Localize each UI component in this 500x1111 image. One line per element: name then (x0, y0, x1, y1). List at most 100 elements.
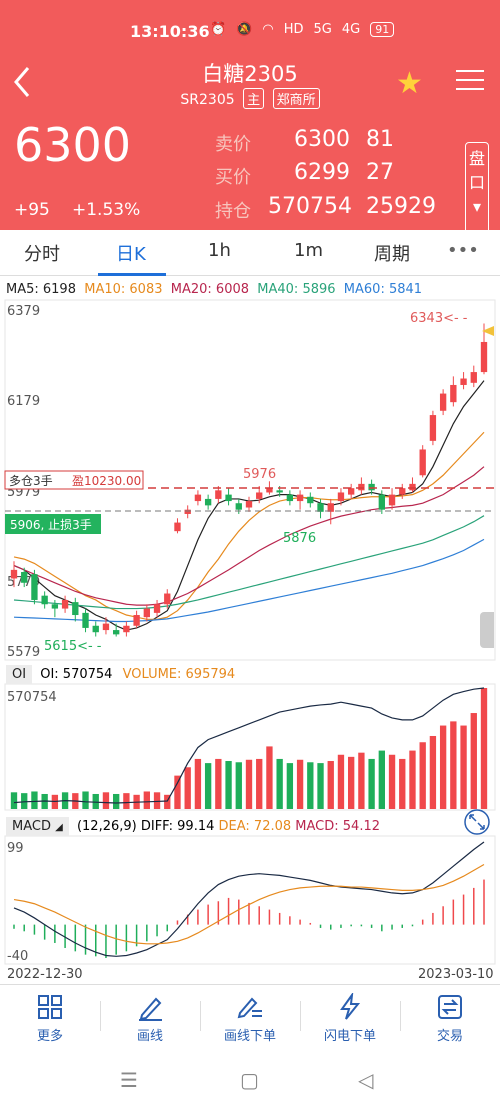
back-button[interactable] (10, 62, 40, 102)
home-icon[interactable]: ▢ (240, 1068, 259, 1092)
volume-bars (10, 688, 488, 809)
recent-apps-icon[interactable]: ☰ (120, 1068, 138, 1092)
menu-icon[interactable] (456, 70, 484, 97)
oi-indicator-tag[interactable]: OI (6, 665, 33, 684)
volume-bar (245, 759, 253, 809)
price-change: +95 (14, 200, 50, 220)
volume-bar (348, 756, 355, 809)
tab-daily[interactable]: 日K (116, 244, 146, 265)
main-contract-tag: 主 (243, 88, 265, 109)
volume-bar (194, 758, 202, 809)
macd-y-top: 99 (7, 841, 24, 856)
candle-body (174, 522, 181, 532)
tab-1m[interactable]: 1m (294, 240, 323, 261)
macd-indicator-tag[interactable]: MACD ◢ (6, 817, 69, 836)
volume-bar (164, 794, 171, 809)
stop-box[interactable] (5, 514, 101, 534)
back-nav-icon[interactable]: ◁ (358, 1068, 374, 1092)
macd-y-bottom: -40 (7, 949, 28, 964)
volume-bar (174, 775, 181, 809)
candle-body (460, 378, 467, 385)
candle-body (399, 488, 406, 495)
mute-icon: 🔕 (236, 22, 253, 37)
status-icons: ⏰ 🔕 ◠ HD 5G 4G 91 (210, 22, 395, 37)
candle-body (419, 449, 426, 476)
candle-body (72, 602, 79, 616)
quote-header: 白糖2305 SR2305 主 郑商所 ★ 6300 +95 +1.53% 卖价… (0, 52, 500, 260)
candle-body (266, 488, 273, 493)
trough-annotation: 5876 (283, 531, 316, 546)
macd-tag-label: MACD (12, 819, 51, 834)
volume-bar (184, 767, 191, 809)
oi-tag-label: OI (12, 667, 27, 682)
volume-bar (225, 761, 232, 809)
ma60-label: MA60: 5841 (343, 282, 423, 297)
price-change-pct: +1.53% (72, 200, 141, 220)
oi-panel-frame (4, 683, 496, 811)
nav-trade[interactable]: 交易 (400, 993, 500, 1044)
exchange-tag: 郑商所 (272, 88, 320, 109)
ask-price: 6300 (294, 127, 350, 152)
volume-bar (10, 792, 18, 809)
candle-body (225, 494, 232, 502)
candle-body (184, 509, 191, 514)
oi-line (13, 687, 485, 804)
candle-body (31, 574, 38, 600)
expand-icon[interactable] (464, 809, 490, 835)
volume-bar (439, 725, 447, 809)
candle-body (21, 572, 28, 583)
dropdown-triangle-icon: ◢ (55, 822, 63, 833)
volume-bar (317, 763, 324, 809)
nav-flash-order[interactable]: 闪电下单 (300, 993, 400, 1044)
candle-body (450, 384, 457, 403)
favorite-star-icon[interactable]: ★ (396, 66, 423, 101)
candle-body (82, 612, 89, 628)
ask-volume: 81 (366, 127, 394, 152)
nav-draw[interactable]: 画线 (100, 993, 200, 1044)
side-drawer-handle[interactable] (480, 612, 494, 648)
pen-icon (139, 997, 162, 1021)
volume-bar (153, 792, 161, 809)
nav-more[interactable]: 更多 (0, 993, 100, 1044)
more-tabs-icon[interactable]: ••• (447, 240, 479, 261)
kline-chart[interactable]: 6379 6179 5979 5779 5579 多仓3手 盈10230.00 … (0, 0, 500, 984)
diff-line (13, 841, 485, 957)
y-label-2: 6179 (7, 394, 40, 409)
nav-divider (300, 1001, 301, 1031)
candle-body (153, 604, 161, 613)
volume-bar (266, 746, 273, 809)
nav-draw-label: 画线 (136, 1029, 163, 1044)
profit-label: 盈10230.00 (72, 474, 141, 488)
volume-bar (204, 763, 212, 809)
bid-price: 6299 (294, 160, 350, 185)
candle-body (337, 492, 345, 502)
volume-bar (286, 763, 294, 809)
candle-body (245, 501, 253, 508)
candle-body (113, 630, 120, 635)
pen-order-icon (237, 997, 262, 1019)
ma-legend: MA5: 6198 MA10: 6083 MA20: 6008 MA40: 58… (6, 282, 422, 297)
macd-panel-frame (4, 835, 496, 965)
volume-bar (21, 793, 28, 809)
volume-bar (82, 791, 89, 809)
ma5-label: MA5: 6198 (6, 282, 76, 297)
position-box[interactable] (4, 470, 144, 490)
volume-bar (480, 688, 488, 809)
nav-draw-order-label: 画线下单 (223, 1029, 276, 1044)
tab-intraday[interactable]: 分时 (24, 244, 60, 265)
peak-annotation: 5976 (243, 467, 276, 482)
pankou-button[interactable]: 盘口 ▾ (465, 142, 489, 260)
candle-body (470, 372, 477, 383)
tab-period[interactable]: 周期 (374, 244, 410, 265)
volume-bar (337, 754, 345, 809)
chevron-left-icon (14, 67, 30, 97)
tab-1h[interactable]: 1h (208, 240, 231, 261)
y-label-top: 6379 (7, 304, 40, 319)
volume-bar (102, 792, 110, 809)
nav-draw-order[interactable]: 画线下单 (200, 993, 300, 1044)
volume-bar (409, 750, 416, 809)
volume-bar (419, 742, 426, 809)
nav-flash-order-label: 闪电下单 (323, 1029, 376, 1044)
bid-label: 买价 (215, 167, 251, 188)
bid-volume: 27 (366, 160, 394, 185)
